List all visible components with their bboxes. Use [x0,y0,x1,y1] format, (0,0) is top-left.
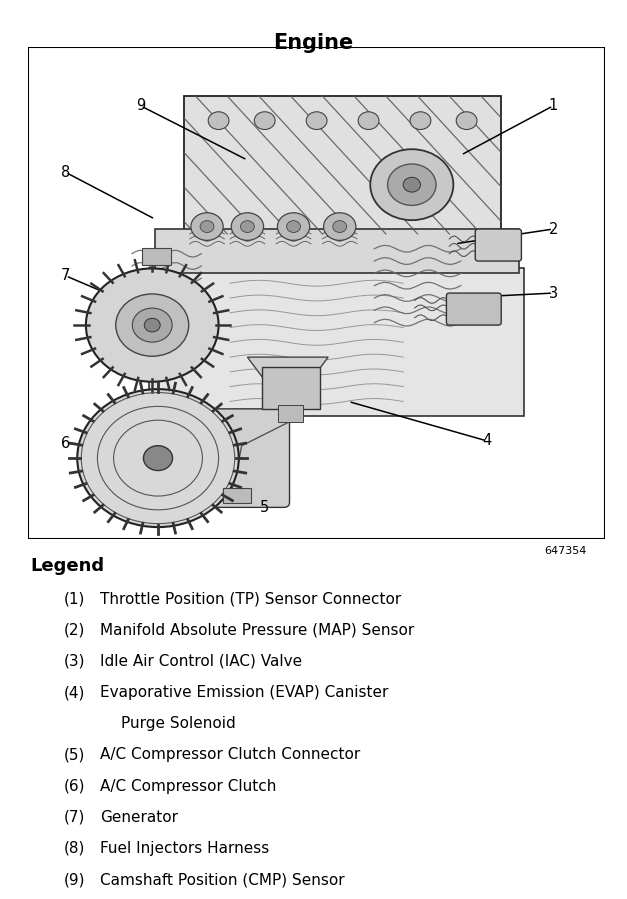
Circle shape [77,389,239,527]
Text: 7: 7 [61,268,70,283]
Text: (4): (4) [63,685,85,700]
Text: Engine: Engine [273,33,354,53]
Text: (6): (6) [63,779,85,794]
Circle shape [277,213,310,240]
Text: (8): (8) [63,841,85,856]
Text: A/C Compressor Clutch Connector: A/C Compressor Clutch Connector [100,747,360,762]
Text: 9: 9 [136,98,145,113]
FancyBboxPatch shape [142,248,171,264]
Text: 2: 2 [549,221,558,236]
Circle shape [371,149,453,220]
Text: Evaporative Emission (EVAP) Canister: Evaporative Emission (EVAP) Canister [100,685,388,700]
FancyBboxPatch shape [262,367,320,409]
Circle shape [255,111,275,129]
Text: 1: 1 [549,98,558,113]
Text: (3): (3) [63,654,85,669]
Polygon shape [248,357,328,412]
Circle shape [200,220,214,233]
Text: Generator: Generator [100,810,178,824]
FancyBboxPatch shape [475,229,522,261]
Circle shape [144,446,172,470]
Text: Legend: Legend [31,557,105,575]
Circle shape [116,294,189,356]
Text: (9): (9) [63,872,85,887]
Polygon shape [184,96,501,234]
Circle shape [387,164,436,205]
FancyBboxPatch shape [223,487,251,503]
Circle shape [324,213,356,240]
Text: 4: 4 [482,433,492,449]
Circle shape [410,111,431,129]
Text: 5: 5 [260,500,270,515]
Polygon shape [155,229,519,273]
Circle shape [191,213,223,240]
Text: 647354: 647354 [544,546,586,556]
Circle shape [86,269,219,382]
Text: 3: 3 [549,286,557,300]
FancyBboxPatch shape [278,405,303,423]
Circle shape [144,318,160,332]
Circle shape [208,111,229,129]
Text: Manifold Absolute Pressure (MAP) Sensor: Manifold Absolute Pressure (MAP) Sensor [100,623,414,637]
FancyBboxPatch shape [28,47,605,539]
FancyBboxPatch shape [446,293,501,325]
Circle shape [333,220,347,233]
Circle shape [306,111,327,129]
Text: Fuel Injectors Harness: Fuel Injectors Harness [100,841,269,856]
Circle shape [358,111,379,129]
Text: Purge Solenoid: Purge Solenoid [121,717,236,731]
Text: (2): (2) [63,623,85,637]
Text: A/C Compressor Clutch: A/C Compressor Clutch [100,779,277,794]
Circle shape [403,177,421,192]
Circle shape [231,213,263,240]
FancyBboxPatch shape [149,269,524,416]
Text: (5): (5) [63,747,85,762]
Text: (7): (7) [63,810,85,824]
Circle shape [132,308,172,343]
Text: Camshaft Position (CMP) Sensor: Camshaft Position (CMP) Sensor [100,872,345,887]
Text: 8: 8 [61,165,70,180]
Text: Idle Air Control (IAC) Valve: Idle Air Control (IAC) Valve [100,654,302,669]
Circle shape [456,111,477,129]
Circle shape [241,220,255,233]
Text: Throttle Position (TP) Sensor Connector: Throttle Position (TP) Sensor Connector [100,592,401,607]
Text: 6: 6 [61,436,70,450]
FancyBboxPatch shape [209,409,290,507]
Circle shape [287,220,300,233]
Text: (1): (1) [63,592,85,607]
